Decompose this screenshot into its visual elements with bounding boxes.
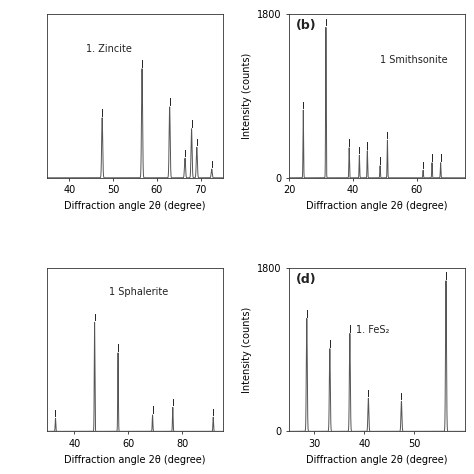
Text: (b): (b) xyxy=(296,19,317,32)
Y-axis label: Intensity (counts): Intensity (counts) xyxy=(242,53,252,139)
X-axis label: Diffraction angle 2θ (degree): Diffraction angle 2θ (degree) xyxy=(306,455,447,465)
X-axis label: Diffraction angle 2θ (degree): Diffraction angle 2θ (degree) xyxy=(64,455,206,465)
Text: (d): (d) xyxy=(296,273,317,286)
Text: 1. FeS₂: 1. FeS₂ xyxy=(356,325,389,335)
Text: 1 Smithsonite: 1 Smithsonite xyxy=(381,55,448,65)
Text: 1 Sphalerite: 1 Sphalerite xyxy=(109,287,168,297)
X-axis label: Diffraction angle 2θ (degree): Diffraction angle 2θ (degree) xyxy=(306,201,447,211)
Y-axis label: Intensity (counts): Intensity (counts) xyxy=(242,306,252,392)
Text: 1. Zincite: 1. Zincite xyxy=(86,44,132,54)
X-axis label: Diffraction angle 2θ (degree): Diffraction angle 2θ (degree) xyxy=(64,201,206,211)
